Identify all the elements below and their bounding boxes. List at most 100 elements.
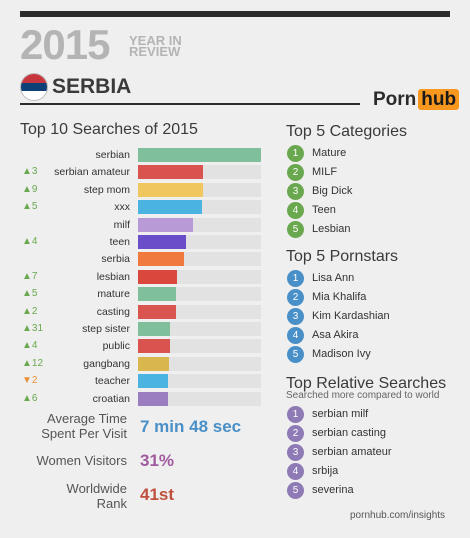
search-term-label: gangbang bbox=[83, 357, 130, 370]
categories-item[interactable]: Teen bbox=[312, 204, 336, 216]
rank-number-badge: 5 bbox=[287, 482, 304, 499]
rank-number-badge: 3 bbox=[287, 308, 304, 325]
rank-label-line2: Rank bbox=[96, 496, 127, 511]
search-term-label: serbian amateur bbox=[54, 166, 130, 179]
search-term-label: step sister bbox=[82, 323, 130, 335]
relative-item[interactable]: severina bbox=[312, 484, 354, 496]
rank-change: ▲2 bbox=[22, 305, 38, 317]
search-bar bbox=[138, 252, 184, 267]
relative-item[interactable]: serbian milf bbox=[312, 408, 369, 420]
rank-change: ▲3 bbox=[22, 166, 38, 178]
avg-time-label-line2: Spent Per Visit bbox=[41, 426, 127, 441]
rank-label: Worldwide Rank bbox=[17, 481, 127, 511]
search-term-label: serbia bbox=[101, 253, 130, 266]
relative-item[interactable]: srbija bbox=[312, 465, 339, 477]
pornstars-item[interactable]: Madison Ivy bbox=[312, 348, 371, 360]
rank-number-badge: 3 bbox=[287, 183, 304, 200]
search-bar bbox=[138, 391, 168, 406]
header-rule bbox=[20, 103, 360, 105]
rank-change: ▲4 bbox=[22, 236, 38, 247]
search-term-label: casting bbox=[96, 305, 130, 318]
year-title: 2015 bbox=[20, 21, 110, 68]
search-bar bbox=[138, 235, 186, 249]
rank-number-badge: 5 bbox=[287, 346, 304, 363]
rank-change: ▼2 bbox=[22, 375, 38, 387]
searches-title: Top 10 Searches of 2015 bbox=[20, 121, 198, 138]
pornstars-item[interactable]: Asa Akira bbox=[312, 329, 359, 341]
women-label: Women Visitors bbox=[36, 453, 127, 468]
categories-item[interactable]: MILF bbox=[312, 166, 338, 178]
bar-track bbox=[138, 374, 261, 389]
search-term-label: milf bbox=[113, 218, 130, 231]
rank-number-badge: 4 bbox=[287, 202, 304, 219]
rank-change: ▲31 bbox=[22, 323, 44, 334]
categories-item[interactable]: Mature bbox=[312, 147, 347, 159]
avg-time-label-line1: Average Time bbox=[47, 411, 127, 426]
search-bar bbox=[138, 217, 194, 232]
relative-item[interactable]: serbian amateur bbox=[312, 446, 392, 458]
search-term-label: teacher bbox=[94, 375, 130, 388]
search-bar bbox=[138, 200, 202, 215]
rank-number-badge: 4 bbox=[287, 327, 304, 344]
search-bar bbox=[138, 304, 177, 319]
rank-number-badge: 1 bbox=[287, 270, 304, 287]
women-value: 31% bbox=[140, 451, 175, 470]
rank-change: ▲7 bbox=[22, 270, 38, 282]
relative-title: Top Relative Searches bbox=[286, 375, 447, 392]
search-bar bbox=[138, 339, 170, 354]
top-rule bbox=[20, 11, 450, 17]
search-bar bbox=[138, 374, 168, 389]
relative-item[interactable]: serbian casting bbox=[312, 427, 386, 439]
search-term-label: step mom bbox=[83, 183, 130, 196]
rank-number-badge: 2 bbox=[287, 425, 304, 442]
search-term-label: xxx bbox=[114, 201, 130, 214]
bar-track bbox=[138, 391, 261, 406]
search-term-label: lesbian bbox=[96, 270, 130, 283]
search-term-label: public bbox=[102, 340, 130, 353]
search-bar bbox=[138, 322, 170, 336]
search-bar bbox=[138, 148, 261, 162]
search-term-label: mature bbox=[97, 288, 130, 301]
relative-subtitle: Searched more compared to world bbox=[286, 390, 440, 401]
rank-change: ▲9 bbox=[22, 183, 38, 195]
search-bar bbox=[138, 356, 169, 371]
pornhub-logo: Porn hub bbox=[373, 89, 460, 111]
rank-change: ▲4 bbox=[22, 340, 38, 352]
avg-time-label: Average Time Spent Per Visit bbox=[17, 411, 127, 441]
insights-url[interactable]: pornhub.com/insights bbox=[350, 510, 446, 521]
rank-change: ▲5 bbox=[22, 288, 38, 300]
rank-value: 41st bbox=[140, 485, 175, 504]
logo-text-hub: hub bbox=[418, 89, 460, 110]
rank-number-badge: 1 bbox=[287, 406, 304, 423]
search-bar bbox=[138, 287, 177, 302]
pornstars-title: Top 5 Pornstars bbox=[286, 248, 399, 265]
rank-change: ▲6 bbox=[22, 392, 38, 404]
categories-item[interactable]: Big Dick bbox=[312, 185, 353, 197]
search-term-label: teen bbox=[109, 236, 130, 248]
search-term-label: croatian bbox=[92, 392, 130, 405]
rank-number-badge: 2 bbox=[287, 164, 304, 181]
rank-number-badge: 4 bbox=[287, 463, 304, 480]
search-bar bbox=[138, 269, 178, 284]
rank-number-badge: 3 bbox=[287, 444, 304, 461]
rank-number-badge: 2 bbox=[287, 289, 304, 306]
serbia-flag-icon bbox=[20, 73, 48, 101]
year-in-review-label: YEAR IN REVIEW bbox=[129, 33, 182, 59]
logo-text-porn: Porn bbox=[373, 89, 417, 110]
avg-time-value: 7 min 48 sec bbox=[140, 417, 242, 436]
rank-change: ▲5 bbox=[22, 201, 38, 213]
rank-number-badge: 1 bbox=[287, 145, 304, 162]
categories-item[interactable]: Lesbian bbox=[312, 223, 351, 235]
bar-track bbox=[138, 356, 261, 371]
pornstars-item[interactable]: Kim Kardashian bbox=[312, 310, 390, 322]
search-bar bbox=[138, 165, 204, 180]
pornstars-item[interactable]: Lisa Ann bbox=[312, 272, 355, 284]
categories-title: Top 5 Categories bbox=[286, 123, 407, 140]
search-term-label: serbian bbox=[95, 149, 130, 161]
search-bar bbox=[138, 182, 204, 197]
rank-change: ▲12 bbox=[22, 357, 44, 369]
pornstars-item[interactable]: Mia Khalifa bbox=[312, 291, 367, 303]
rank-label-line1: Worldwide bbox=[66, 481, 127, 496]
rank-number-badge: 5 bbox=[287, 221, 304, 238]
country-name: SERBIA bbox=[52, 75, 132, 98]
